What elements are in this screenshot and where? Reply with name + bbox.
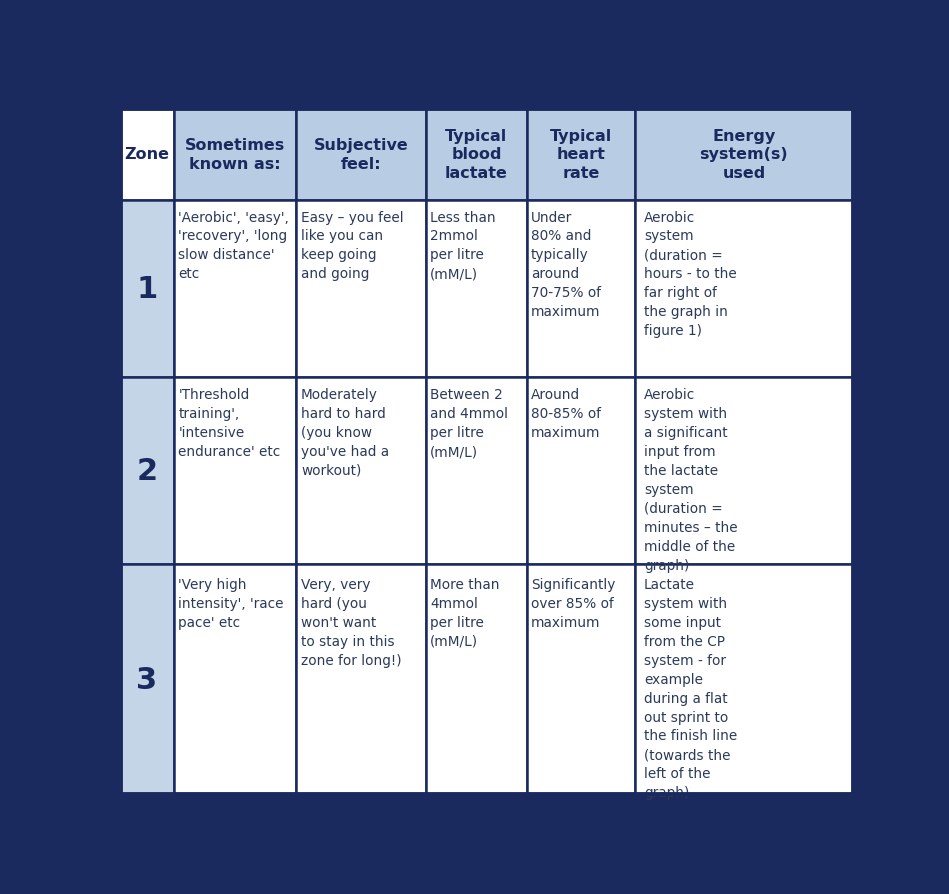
Text: 2: 2 [137, 457, 158, 485]
Bar [527, 109, 635, 200]
Bar [527, 200, 635, 377]
Text: 'Aerobic', 'easy',
'recovery', 'long
slow distance'
etc: 'Aerobic', 'easy', 'recovery', 'long slo… [178, 210, 289, 281]
Text: Less than
2mmol
per litre
(mM/L): Less than 2mmol per litre (mM/L) [430, 210, 496, 281]
Text: 'Very high
intensity', 'race
pace' etc: 'Very high intensity', 'race pace' etc [178, 578, 284, 629]
Bar [296, 109, 426, 200]
Text: Between 2
and 4mmol
per litre
(mM/L): Between 2 and 4mmol per litre (mM/L) [430, 388, 509, 459]
Text: Typical
heart
rate: Typical heart rate [549, 129, 612, 181]
Text: Under
80% and
typically
around
70-75% of
maximum: Under 80% and typically around 70-75% of… [531, 210, 601, 319]
Bar [174, 377, 296, 565]
Bar [635, 200, 853, 377]
Text: Significantly
over 85% of
maximum: Significantly over 85% of maximum [531, 578, 615, 629]
Bar [426, 109, 527, 200]
Bar [527, 377, 635, 565]
Bar [120, 565, 174, 794]
Text: Lactate
system with
some input
from the CP
system - for
example
during a flat
ou: Lactate system with some input from the … [643, 578, 737, 799]
Text: 'Threshold
training',
'intensive
endurance' etc: 'Threshold training', 'intensive enduran… [178, 388, 281, 459]
Bar [174, 200, 296, 377]
Bar [426, 200, 527, 377]
Text: 3: 3 [137, 665, 158, 694]
Bar [296, 377, 426, 565]
Bar [527, 565, 635, 794]
Bar [635, 377, 853, 565]
Text: Subjective
feel:: Subjective feel: [314, 138, 408, 172]
Bar [426, 377, 527, 565]
Bar [635, 565, 853, 794]
Text: Around
80-85% of
maximum: Around 80-85% of maximum [531, 388, 601, 440]
Text: Aerobic
system with
a significant
input from
the lactate
system
(duration =
minu: Aerobic system with a significant input … [643, 388, 737, 572]
Text: Energy
system(s)
used: Energy system(s) used [699, 129, 789, 181]
Text: Easy – you feel
like you can
keep going
and going: Easy – you feel like you can keep going … [301, 210, 403, 281]
Text: 1: 1 [136, 274, 158, 303]
Bar [120, 200, 174, 377]
Bar [120, 377, 174, 565]
Text: Aerobic
system
(duration =
hours - to the
far right of
the graph in
figure 1): Aerobic system (duration = hours - to th… [643, 210, 736, 338]
Bar [174, 565, 296, 794]
Text: More than
4mmol
per litre
(mM/L): More than 4mmol per litre (mM/L) [430, 578, 500, 648]
Text: Very, very
hard (you
won't want
to stay in this
zone for long!): Very, very hard (you won't want to stay … [301, 578, 401, 667]
Text: Sometimes
known as:: Sometimes known as: [184, 138, 285, 172]
Bar [296, 200, 426, 377]
Text: Typical
blood
lactate: Typical blood lactate [445, 129, 508, 181]
Bar [635, 109, 853, 200]
Bar [174, 109, 296, 200]
Text: Zone: Zone [124, 148, 169, 162]
Bar [426, 565, 527, 794]
Text: Moderately
hard to hard
(you know
you've had a
workout): Moderately hard to hard (you know you've… [301, 388, 389, 477]
Bar [296, 565, 426, 794]
Bar [120, 109, 174, 200]
